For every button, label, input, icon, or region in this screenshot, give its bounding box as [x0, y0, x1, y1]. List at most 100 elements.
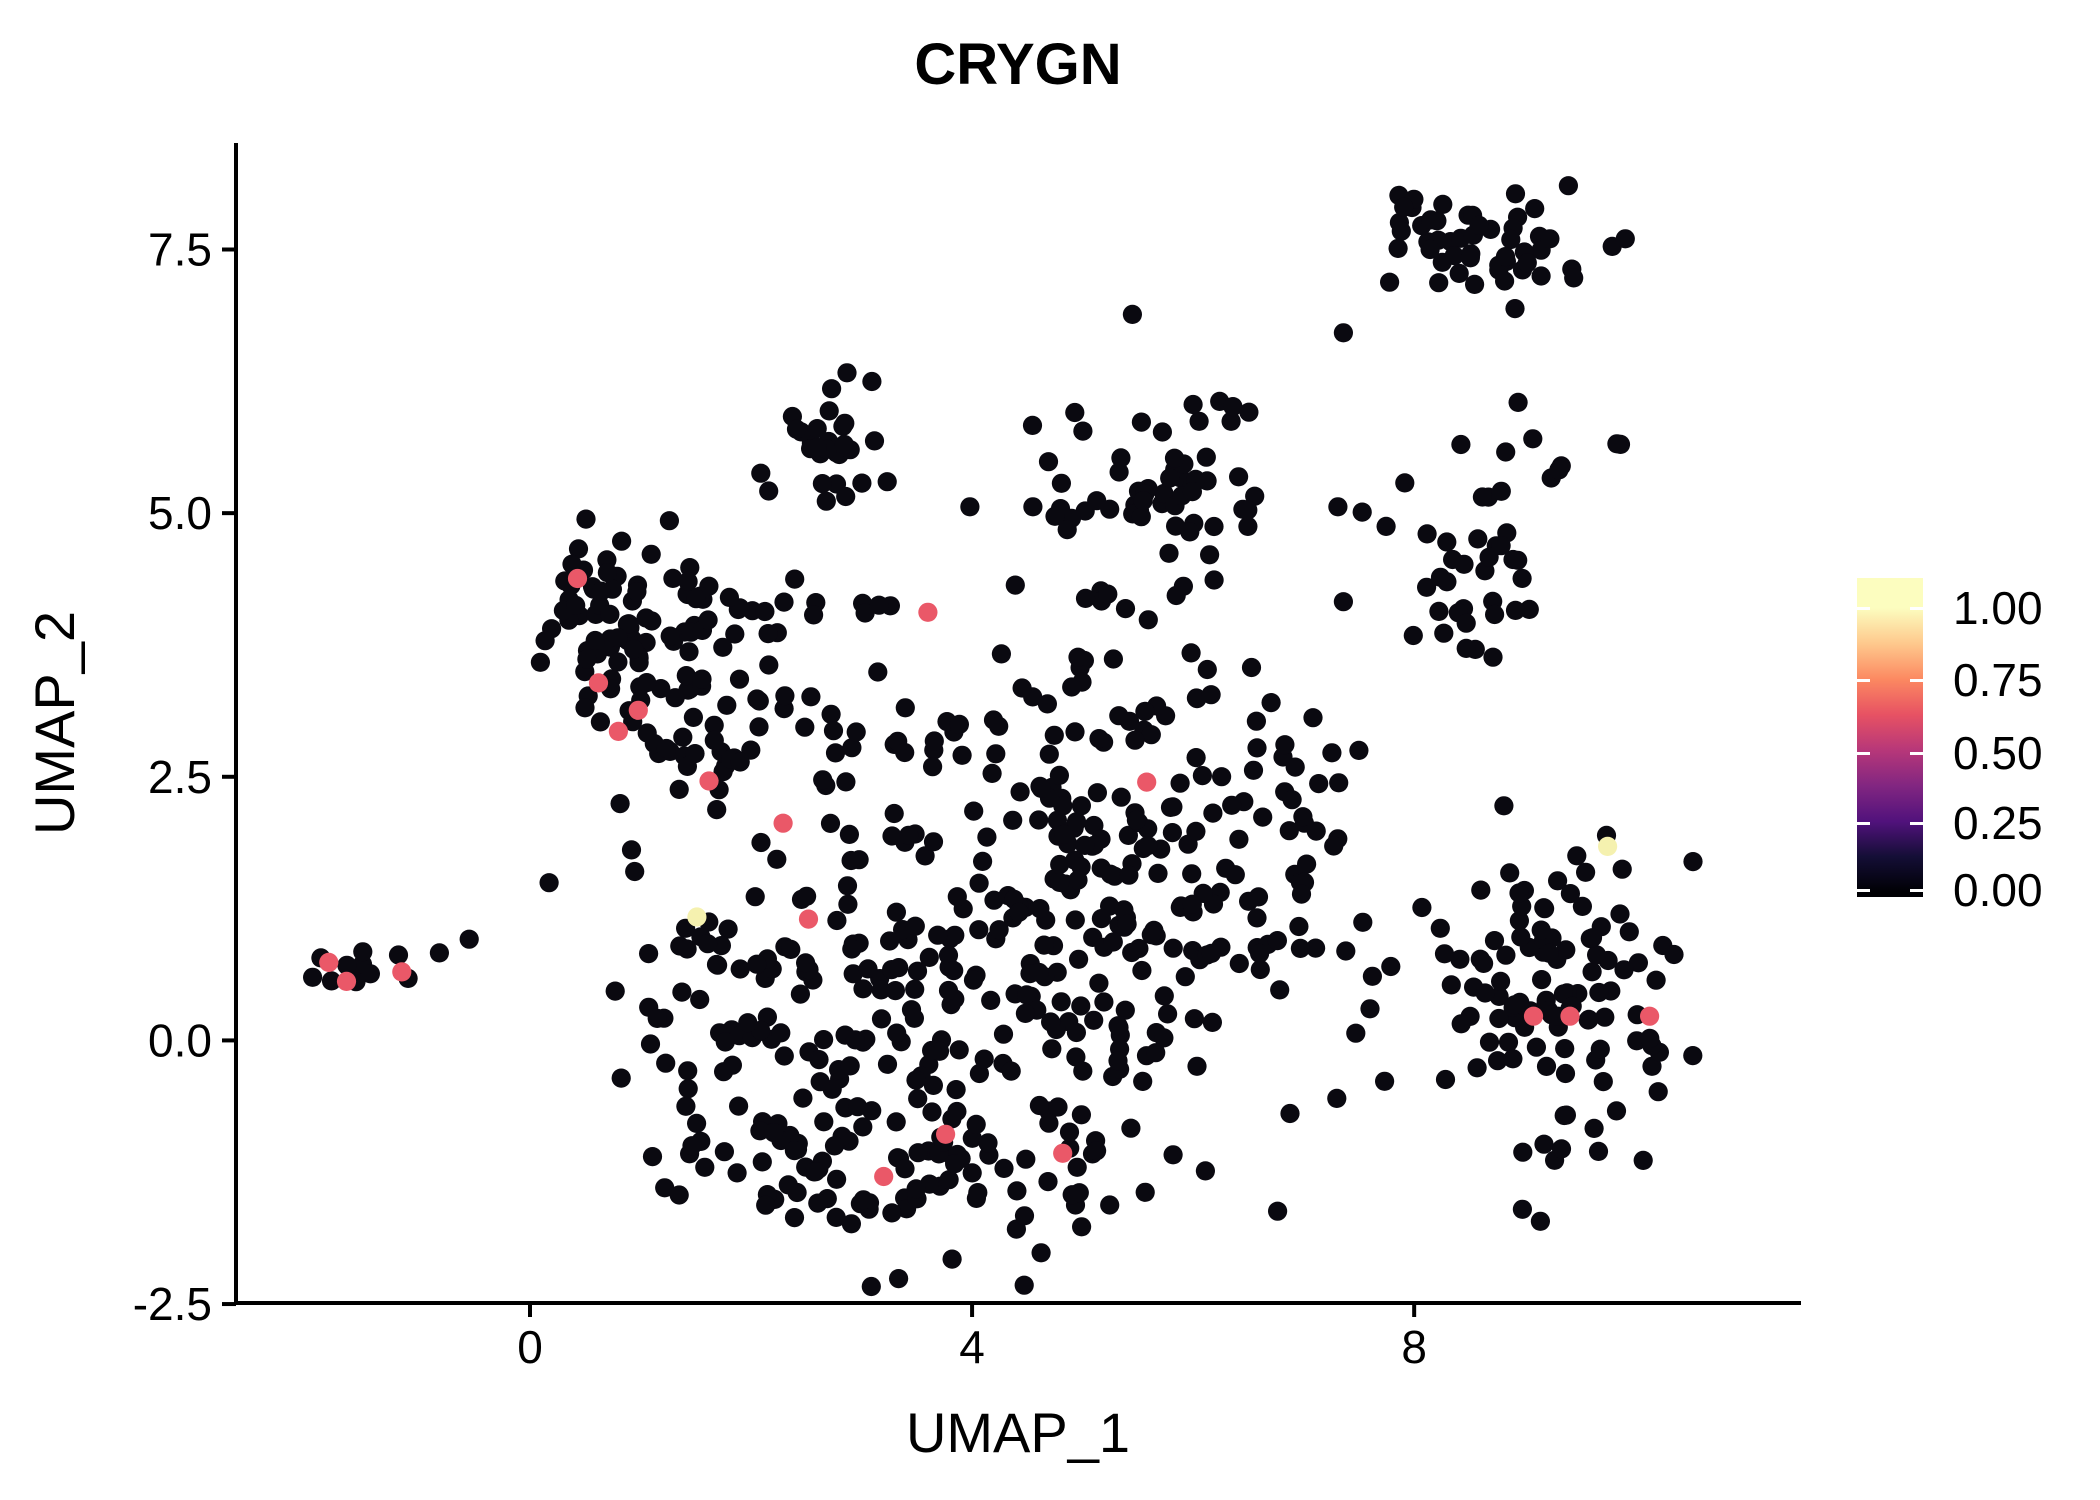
- data-point: [337, 955, 357, 975]
- expressing-point: [798, 909, 819, 929]
- data-point: [751, 832, 771, 853]
- data-point: [1380, 272, 1400, 292]
- data-point: [1509, 911, 1529, 931]
- data-point: [923, 832, 944, 852]
- data-point: [1087, 491, 1107, 511]
- data-point: [1471, 880, 1491, 900]
- data-point: [738, 1013, 758, 1033]
- data-point: [807, 437, 827, 457]
- data-point: [1494, 796, 1514, 816]
- data-point: [1183, 394, 1203, 415]
- data-point: [1073, 421, 1093, 441]
- data-point: [680, 558, 700, 578]
- data-point: [1100, 1195, 1120, 1215]
- data-point: [660, 626, 680, 646]
- data-point: [1434, 944, 1455, 964]
- data-point: [1430, 918, 1450, 938]
- data-point: [1182, 894, 1202, 914]
- data-point: [1606, 1101, 1627, 1121]
- data-point: [611, 1068, 631, 1088]
- data-point: [1548, 871, 1568, 891]
- data-point: [756, 1195, 776, 1215]
- data-point: [1558, 176, 1578, 196]
- data-point: [1640, 1028, 1660, 1048]
- data-point: [841, 1214, 862, 1234]
- data-point: [576, 509, 596, 529]
- expressing-point: [319, 952, 339, 973]
- data-point: [1186, 821, 1206, 842]
- data-point: [1119, 865, 1139, 885]
- data-point: [946, 1080, 966, 1100]
- data-point: [969, 873, 989, 893]
- data-point: [1039, 1113, 1059, 1133]
- data-point: [1610, 904, 1630, 924]
- data-point: [695, 1157, 715, 1177]
- colorbar-tick-mark: [1857, 889, 1870, 892]
- data-point: [1451, 1014, 1471, 1034]
- data-point: [722, 1055, 743, 1075]
- data-point: [1186, 748, 1206, 768]
- data-point: [759, 481, 779, 501]
- data-point: [1181, 643, 1201, 663]
- data-point: [1003, 810, 1023, 830]
- expressing-point: [588, 673, 609, 693]
- data-point: [1530, 1211, 1550, 1231]
- data-point: [704, 715, 724, 735]
- chart-title: CRYGN: [914, 32, 1121, 97]
- data-point: [388, 945, 409, 965]
- data-point: [806, 1162, 826, 1182]
- data-point: [880, 931, 900, 951]
- data-point: [1683, 1046, 1703, 1066]
- data-point: [1166, 585, 1186, 606]
- data-point: [1328, 497, 1348, 517]
- expressing-point: [1137, 772, 1157, 792]
- data-point: [1417, 524, 1437, 544]
- data-point: [1551, 1139, 1572, 1159]
- data-point: [591, 581, 612, 601]
- data-point: [610, 794, 630, 814]
- data-point: [845, 1030, 866, 1050]
- data-point: [627, 582, 647, 602]
- data-point: [1496, 945, 1516, 965]
- data-point: [862, 371, 882, 392]
- data-point: [797, 886, 817, 906]
- x-tick-label: 0: [517, 1321, 543, 1373]
- data-point: [843, 964, 863, 984]
- data-point: [682, 1136, 702, 1156]
- data-point: [1333, 323, 1353, 343]
- data-point: [774, 1046, 794, 1066]
- data-point: [1437, 532, 1457, 552]
- data-point: [1509, 883, 1529, 903]
- data-point: [1391, 221, 1411, 241]
- data-point: [827, 910, 847, 931]
- data-point: [1412, 897, 1432, 918]
- data-point: [1479, 547, 1499, 567]
- data-point: [814, 1030, 834, 1050]
- data-point: [795, 717, 815, 737]
- data-point: [1223, 397, 1243, 417]
- colorbar-tick-mark: [1857, 679, 1870, 682]
- data-point: [823, 721, 844, 741]
- data-point: [1050, 854, 1070, 875]
- data-point: [804, 605, 824, 625]
- data-point: [1048, 1097, 1068, 1117]
- data-point: [1555, 1063, 1576, 1084]
- data-point: [1381, 956, 1401, 977]
- data-point: [886, 1112, 906, 1132]
- data-point: [690, 989, 710, 1010]
- data-point: [1201, 943, 1221, 964]
- data-point: [1200, 545, 1220, 565]
- data-point: [535, 631, 555, 651]
- data-point: [1420, 239, 1440, 260]
- data-point: [637, 673, 657, 693]
- data-point: [1075, 588, 1096, 609]
- data-point: [1010, 782, 1030, 802]
- data-point: [1444, 246, 1464, 266]
- data-point: [884, 803, 904, 824]
- data-point: [637, 723, 657, 743]
- data-point: [1467, 1058, 1487, 1078]
- colorbar-tick-label: 1.00: [1953, 582, 2043, 634]
- data-point: [1421, 210, 1441, 230]
- data-point: [1362, 966, 1382, 986]
- data-point: [993, 1024, 1014, 1044]
